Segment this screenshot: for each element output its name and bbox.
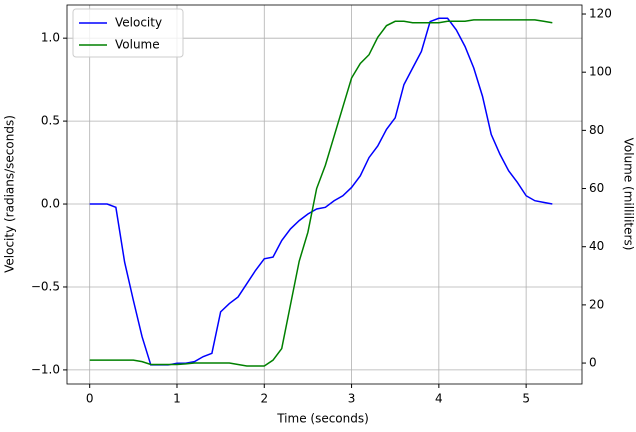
x-tick-label: 1 [173,392,181,406]
y-tick-label: −0.5 [31,279,60,293]
x-tick-label: 2 [260,392,268,406]
y2-tick-label: 120 [589,7,612,21]
x-tick-label: 4 [435,392,443,406]
y2-tick-label: 60 [589,181,604,195]
y-axis-label: Velocity (radians/seconds) [3,115,17,273]
x-tick-label: 0 [86,392,94,406]
x-tick-label: 3 [348,392,356,406]
y2-tick-label: 40 [589,239,604,253]
series-line [89,19,553,367]
legend-label: Velocity [115,16,162,30]
legend-label: Volume [115,38,160,52]
series-line [89,17,553,366]
y2-tick-label: 80 [589,123,604,137]
y2-tick-label: 100 [589,65,612,79]
y2-tick-label: 20 [589,297,604,311]
plot-frame [66,4,583,385]
x-axis-label: Time (seconds) [276,412,369,426]
y-tick-label: 1.0 [41,31,60,45]
y-tick-label: 0.0 [41,197,60,211]
y2-tick-label: 0 [589,356,597,370]
y-tick-label: 0.5 [41,114,60,128]
x-tick-label: 5 [522,392,530,406]
y-tick-label: −1.0 [31,362,60,376]
y2-axis-label: Volume (milliliters) [622,138,636,251]
